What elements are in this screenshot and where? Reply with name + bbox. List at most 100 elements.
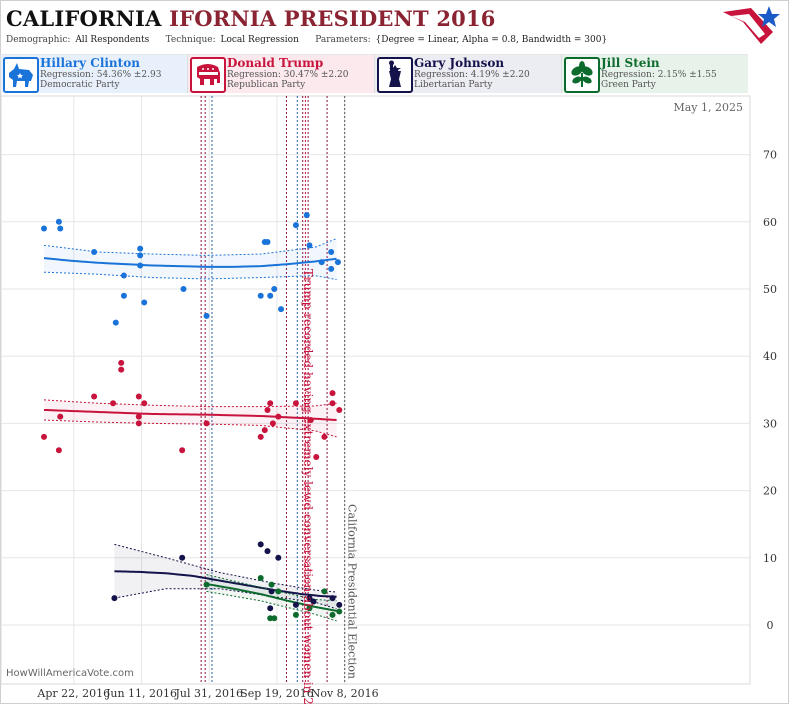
elephant-icon	[190, 57, 226, 93]
data-point	[306, 595, 313, 602]
legend-clinton-party: Democratic Party	[40, 80, 120, 90]
legend-stein-regression: Regression: 2.15% ±1.55	[601, 70, 717, 80]
trend-line	[114, 570, 337, 598]
data-point	[264, 238, 271, 245]
confidence-band	[44, 238, 337, 280]
data-point	[135, 393, 142, 400]
data-point	[307, 417, 314, 424]
plot-area	[0, 95, 751, 685]
legend-trump-regression: Regression: 30.47% ±2.20	[227, 70, 349, 80]
band-lower-line	[114, 588, 337, 610]
data-point	[292, 611, 299, 618]
legend-trump-name: Donald Trump	[227, 56, 324, 70]
x-tick-label: Sep 19, 2016	[240, 687, 314, 700]
y-tick-label: 50	[763, 283, 777, 296]
data-point	[303, 212, 310, 219]
donkey-icon	[3, 57, 39, 93]
data-point	[203, 581, 210, 588]
legend-stein-name: Jill Stein	[601, 56, 660, 70]
data-point	[137, 252, 144, 259]
data-point	[257, 433, 264, 440]
trend-line	[43, 257, 337, 268]
data-point	[328, 265, 335, 272]
watermark: HowWillAmericaVote.com	[6, 668, 134, 679]
data-point	[321, 433, 328, 440]
data-point	[292, 400, 299, 407]
parameters-label: Parameters:	[315, 35, 371, 45]
data-point	[179, 554, 186, 561]
data-point	[268, 581, 275, 588]
annotation-label: California Presidential Election	[346, 504, 359, 679]
y-tick-label: 20	[763, 485, 777, 498]
data-point	[318, 259, 325, 266]
x-tick-label: Apr 22, 2016	[36, 687, 110, 700]
band-lower-line	[43, 419, 337, 438]
data-point	[292, 222, 299, 229]
x-tick-label: Jun 11, 2016	[105, 687, 177, 700]
data-point	[203, 312, 210, 319]
data-point	[264, 548, 271, 555]
band-lower-line	[43, 271, 337, 281]
data-point	[268, 588, 275, 595]
y-tick-label: 0	[767, 619, 774, 632]
y-tick-label: 40	[763, 350, 777, 363]
technique-value: Local Regression	[220, 35, 299, 45]
parameters-value: {Degree = Linear, Alpha = 0.8, Bandwidth…	[375, 35, 608, 45]
annotation-label: Trump recorded having extremely lewd con…	[301, 269, 315, 704]
data-point	[179, 447, 186, 454]
trend-line	[43, 408, 337, 422]
data-point	[292, 601, 299, 608]
data-point	[306, 605, 313, 612]
data-point	[141, 299, 148, 306]
data-point	[321, 588, 328, 595]
data-point	[257, 541, 264, 548]
liberty-torch-icon	[377, 57, 413, 93]
data-point	[261, 427, 268, 434]
data-point	[110, 400, 117, 407]
y-tick-label: 30	[763, 417, 777, 430]
legend-johnson: Gary Johnson Regression: 4.19% ±2.20 Lib…	[374, 54, 561, 93]
data-point	[118, 366, 125, 373]
y-tick-label: 60	[763, 216, 777, 229]
data-point	[203, 420, 210, 427]
data-point	[141, 400, 148, 407]
data-point	[180, 286, 187, 292]
data-point	[112, 319, 119, 326]
data-point	[336, 608, 343, 615]
data-point	[271, 286, 278, 292]
data-point	[41, 225, 47, 232]
technique-label: Technique:	[165, 35, 216, 45]
page-title: CALIFORNIA IFORNIA PRESIDENT 2016	[6, 6, 496, 31]
band-upper-line	[43, 399, 337, 408]
data-point	[57, 413, 64, 420]
data-point	[135, 413, 142, 420]
data-point	[120, 272, 127, 279]
legend-johnson-party: Libertarian Party	[414, 80, 493, 90]
data-point	[257, 574, 264, 581]
data-point	[267, 400, 274, 407]
data-point	[55, 218, 62, 225]
data-point	[111, 595, 118, 602]
data-point	[91, 249, 98, 256]
data-point	[329, 611, 336, 618]
data-point	[275, 554, 282, 561]
data-point	[264, 406, 271, 413]
candidate-legend: Hillary Clinton Regression: 54.36% ±2.93…	[0, 54, 789, 94]
data-point	[267, 292, 274, 299]
data-point	[334, 259, 341, 266]
date-stamp: May 1, 2025	[673, 101, 743, 114]
data-point	[310, 598, 317, 605]
data-point	[275, 588, 282, 595]
data-point	[336, 406, 343, 413]
leaf-icon	[564, 57, 600, 93]
title-state: CALIFORNIA	[6, 6, 162, 31]
data-point	[257, 292, 264, 299]
data-point	[137, 245, 144, 252]
data-point	[271, 615, 278, 622]
legend-johnson-regression: Regression: 4.19% ±2.20	[414, 70, 530, 80]
legend-trump: Donald Trump Regression: 30.47% ±2.20 Re…	[187, 54, 374, 93]
legend-johnson-name: Gary Johnson	[414, 56, 505, 70]
legend-trump-party: Republican Party	[227, 80, 306, 90]
data-point	[55, 447, 62, 454]
title-race: IFORNIA PRESIDENT 2016	[169, 6, 496, 31]
